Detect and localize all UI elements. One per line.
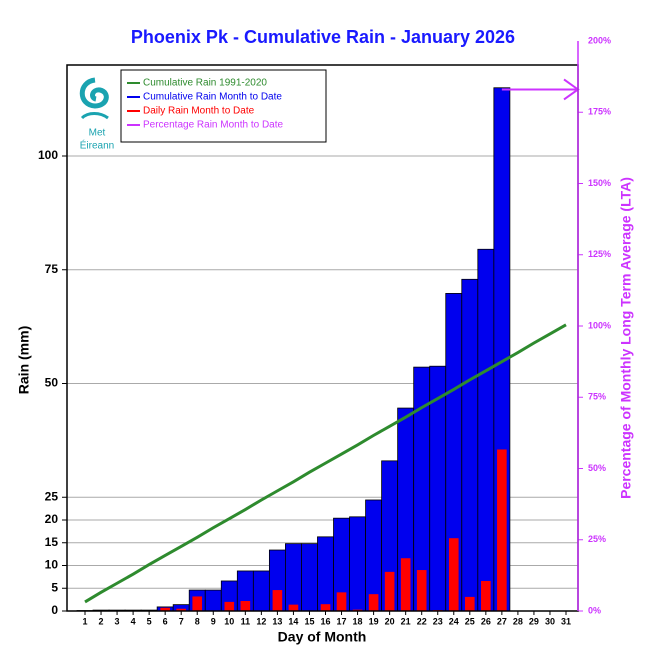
y2-tick-label: 175%: [588, 107, 611, 117]
x-tick-label: 11: [241, 616, 251, 626]
chart-title: Phoenix Pk - Cumulative Rain - January 2…: [131, 27, 515, 47]
daily-bar: [417, 570, 427, 611]
x-tick-label: 10: [224, 616, 234, 626]
x-tick-label: 6: [163, 616, 168, 626]
x-tick-label: 26: [481, 616, 491, 626]
cumulative-bar: [205, 590, 221, 611]
cumulative-bar: [285, 544, 301, 611]
x-axis-label: Day of Month: [278, 629, 367, 645]
y2-tick-label: 0%: [588, 605, 601, 615]
x-tick-label: 13: [272, 616, 282, 626]
cumulative-bar: [317, 537, 333, 611]
x-tick-label: 16: [320, 616, 330, 626]
daily-bar: [337, 592, 347, 611]
x-tick-label: 27: [497, 616, 507, 626]
cumulative-bar: [462, 279, 478, 611]
x-tick-label: 8: [195, 616, 200, 626]
logo-swirl: [82, 114, 108, 119]
y2-tick-label: 150%: [588, 178, 611, 188]
y2-axis-label: Percentage of Monthly Long Term Average …: [618, 177, 634, 499]
y-tick-label: 15: [45, 535, 59, 549]
x-tick-label: 4: [131, 616, 136, 626]
x-tick-label: 28: [513, 616, 523, 626]
x-tick-label: 22: [417, 616, 427, 626]
y2-tick-label: 25%: [588, 534, 606, 544]
y2-tick-label: 200%: [588, 35, 611, 45]
daily-bar: [385, 572, 395, 611]
y2-tick-label: 100%: [588, 320, 611, 330]
x-tick-label: 14: [288, 616, 298, 626]
y-tick-label: 20: [45, 512, 59, 526]
x-tick-label: 23: [433, 616, 443, 626]
daily-bar: [241, 601, 251, 611]
daily-bar: [273, 590, 283, 611]
y-tick-label: 5: [51, 580, 58, 594]
x-tick-label: 19: [369, 616, 379, 626]
x-tick-label: 15: [304, 616, 314, 626]
x-tick-label: 2: [99, 616, 104, 626]
x-tick-label: 24: [449, 616, 459, 626]
x-tick-label: 31: [561, 616, 571, 626]
y-axis-label: Rain (mm): [16, 326, 32, 394]
y2-tick-label: 125%: [588, 249, 611, 259]
y-tick-label: 10: [45, 558, 59, 572]
x-tick-label: 20: [385, 616, 395, 626]
cumulative-bar: [253, 571, 269, 611]
daily-bar: [224, 602, 234, 611]
y-tick-label: 100: [38, 148, 58, 162]
daily-bar: [289, 605, 299, 611]
x-tick-label: 17: [337, 616, 347, 626]
cumulative-bar: [301, 544, 317, 611]
legend-label: Cumulative Rain 1991-2020: [143, 78, 267, 89]
legend-label: Percentage Rain Month to Date: [143, 120, 284, 131]
cumulative-bar: [350, 517, 366, 611]
x-tick-label: 3: [115, 616, 120, 626]
x-tick-label: 18: [353, 616, 363, 626]
logo: [82, 80, 108, 118]
x-tick-label: 12: [256, 616, 266, 626]
daily-bar: [465, 597, 475, 611]
y2-tick-label: 75%: [588, 392, 606, 402]
daily-bar: [401, 558, 411, 611]
logo-text: Met: [89, 128, 106, 139]
x-tick-label: 25: [465, 616, 475, 626]
daily-bar: [449, 538, 459, 611]
y-tick-label: 0: [51, 603, 58, 617]
logo-swirl: [82, 80, 106, 106]
daily-bar: [321, 604, 331, 611]
x-tick-label: 30: [545, 616, 555, 626]
y2-tick-label: 50%: [588, 463, 606, 473]
x-tick-label: 9: [211, 616, 216, 626]
cumulative-bar: [478, 249, 494, 611]
logo-text: Éireann: [80, 139, 114, 152]
daily-bar: [497, 449, 507, 611]
x-tick-label: 29: [529, 616, 539, 626]
x-tick-label: 21: [401, 616, 411, 626]
y-tick-label: 50: [45, 376, 59, 390]
percentage-arrow: [502, 79, 578, 99]
legend-label: Daily Rain Month to Date: [143, 106, 255, 117]
y-tick-label: 25: [45, 489, 59, 503]
daily-bar: [192, 596, 202, 611]
daily-bar: [481, 581, 491, 611]
daily-bar: [369, 594, 379, 611]
x-tick-label: 1: [82, 616, 87, 626]
y-tick-label: 75: [45, 262, 59, 276]
legend-label: Cumulative Rain Month to Date: [143, 92, 282, 103]
x-tick-label: 5: [147, 616, 152, 626]
x-tick-label: 7: [179, 616, 184, 626]
